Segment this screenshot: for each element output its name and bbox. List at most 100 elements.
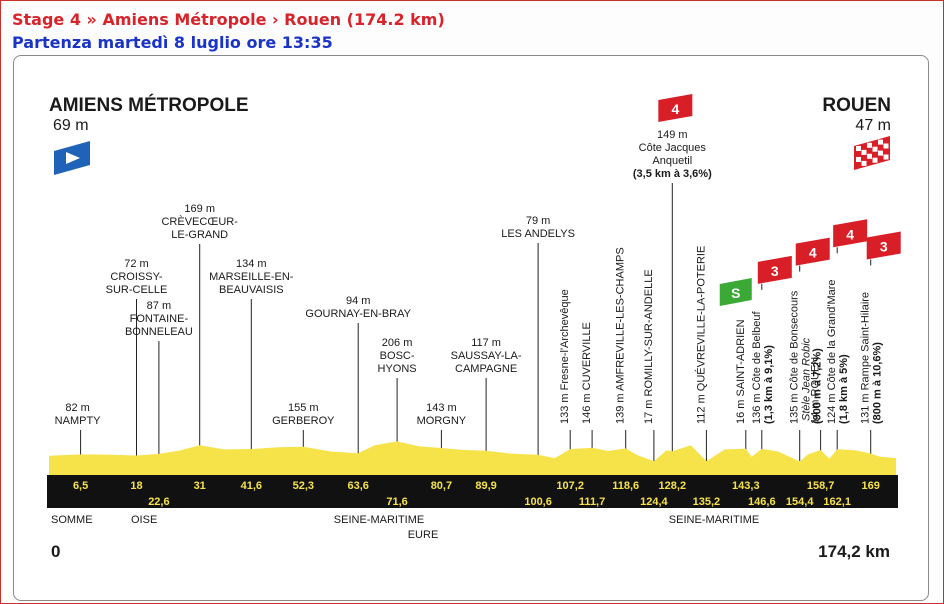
km-label: 154,4 [786,496,814,508]
sprint-badge: S [719,278,752,306]
km-labels: 6,5 18 22,6 31 41,6 52,3 63,6 71,6 80,7 89,9 100,6… [73,480,880,508]
km-label: 18 [130,480,142,492]
place-altitude: 79 m [526,215,550,227]
region-label: SEINE-MARITIME [669,514,759,526]
km-label: 89,9 [475,480,496,492]
region-label: SEINE-MARITIME [334,514,424,526]
place-altitude: 134 m [236,258,267,270]
place-altitude: 72 m [124,258,148,270]
km-label: 41,6 [241,480,262,492]
place-name: GERBEROY [272,415,335,427]
km-label: 143,3 [732,480,760,492]
place-label: 17 m ROMILLY-SUR-ANDELLE [643,269,655,424]
km-label: 135,2 [693,496,721,508]
climb-category: 3 [880,239,888,255]
climb-badges: 4 S 3 4 4 3 [658,94,901,306]
place-name-line: SAUSSAY-LA- [451,350,522,362]
place-label: 135 m Côte de Bonsecours [789,290,801,424]
place-name-line: MARSEILLE-EN- [209,271,294,283]
climb-detail: (900 m à 7,2%) [812,348,824,424]
finish-flag-icon [854,136,890,170]
sprint-letter: S [731,285,740,301]
region-label: OISE [131,514,157,526]
climb-category-badge: 3 [757,255,792,284]
place-name-line: LE-GRAND [171,229,228,241]
place-name: MORGNY [417,415,467,427]
km-label: 71,6 [386,496,407,508]
place-name: NAMPTY [55,415,102,427]
place-label: 131 m Rampe Saint-Hilaire [860,292,872,424]
km-label: 52,3 [293,480,314,492]
region-label: SOMME [51,514,93,526]
place-name: LES ANDELYS [501,228,575,240]
finish-km: 174,2 km [818,542,890,561]
start-name: AMIENS MÉTROPOLE [49,94,249,116]
climb-category: 4 [671,101,679,117]
place-name: GOURNAY-EN-BRAY [305,308,411,320]
km-label: 158,7 [807,480,835,492]
km-label: 118,6 [612,480,639,492]
marker-lines [80,183,872,461]
climb-category: 4 [846,226,854,242]
place-name-line: CRÈVECŒUR- [161,215,238,228]
place-label: 112 m QUÉVREVILLE-LA-POTERIE [694,246,707,424]
place-label: 16 m SAINT-ADRIEN [735,319,747,424]
place-altitude: 94 m [346,295,370,307]
region-label: EURE [408,529,439,541]
place-altitude: 149 m [657,129,688,141]
km-label: 111,7 [579,496,605,508]
climb-category-badge: 4 [658,94,693,122]
place-label: 146 m CUVERVILLE [581,322,593,424]
place-label: 124 m Côte de la Grand'Mare [826,279,838,424]
place-name-line: CAMPAGNE [455,363,517,375]
elevation-profile-area [49,441,896,475]
km-label: 100,6 [524,496,552,508]
km-label: 107,2 [556,480,584,492]
km-label: 146,6 [748,496,776,508]
finish-name: ROUEN [822,95,891,116]
climb-category-badge: 3 [866,231,901,260]
place-name-line: HYONS [378,363,417,375]
stage-profile-chart: AMIENS MÉTROPOLE 69 m ROUEN 47 m 82 mNAM… [47,94,901,561]
place-altitude: 87 m [147,300,171,312]
km-label: 80,7 [431,480,452,492]
place-name-line: FONTAINE- [130,313,189,325]
climb-detail: (3,5 km à 3,6%) [633,168,712,180]
climb-category-badge: 4 [795,237,830,266]
place-name-line: BEAUVAISIS [219,284,284,296]
start-km: 0 [51,542,60,561]
place-label: 136 m Côte de Belbeuf [751,311,763,424]
place-name-line: Côte Jacques [639,142,707,154]
climb-category: 4 [809,245,817,261]
km-label: 31 [194,480,206,492]
km-label: 22,6 [148,496,169,508]
km-label: 124,4 [640,496,668,508]
place-label: 139 m AMFREVILLE-LES-CHAMPS [615,247,627,424]
start-flag-icon [54,141,90,175]
place-name-line: SUR-CELLE [106,284,168,296]
climb-detail: (800 m à 10,6%) [872,342,884,424]
climb-detail: (1,3 km à 9,1%) [763,345,775,424]
km-band [47,475,898,508]
place-name-line: BONNELEAU [125,326,193,338]
place-altitude: 206 m [382,337,413,349]
place-label: 133 m Fresne-l'Archevêque [559,289,571,424]
start-time: Partenza martedì 8 luglio ore 13:35 [12,33,333,52]
km-label: 128,2 [659,480,687,492]
place-altitude: 82 m [65,402,89,414]
start-altitude: 69 m [53,117,89,134]
place-name-line: CROISSY- [110,271,163,283]
profile-panel: AMIENS MÉTROPOLE 69 m ROUEN 47 m 82 m NAM… [13,55,929,601]
finish-altitude: 47 m [855,117,891,134]
place-altitude: 155 m [288,402,319,414]
climb-category-badge: 4 [833,219,868,248]
place-name-line: Anquetil [652,155,692,167]
place-altitude: 169 m [184,203,215,215]
km-label: 169 [862,480,880,492]
stage-title: Stage 4 » Amiens Métropole › Rouen (174.… [12,10,445,29]
place-label: 14 m ROUEN [810,357,822,424]
climb-detail: (1,8 km à 5%) [838,354,850,424]
km-label: 63,6 [347,480,368,492]
km-label: 6,5 [73,480,88,492]
